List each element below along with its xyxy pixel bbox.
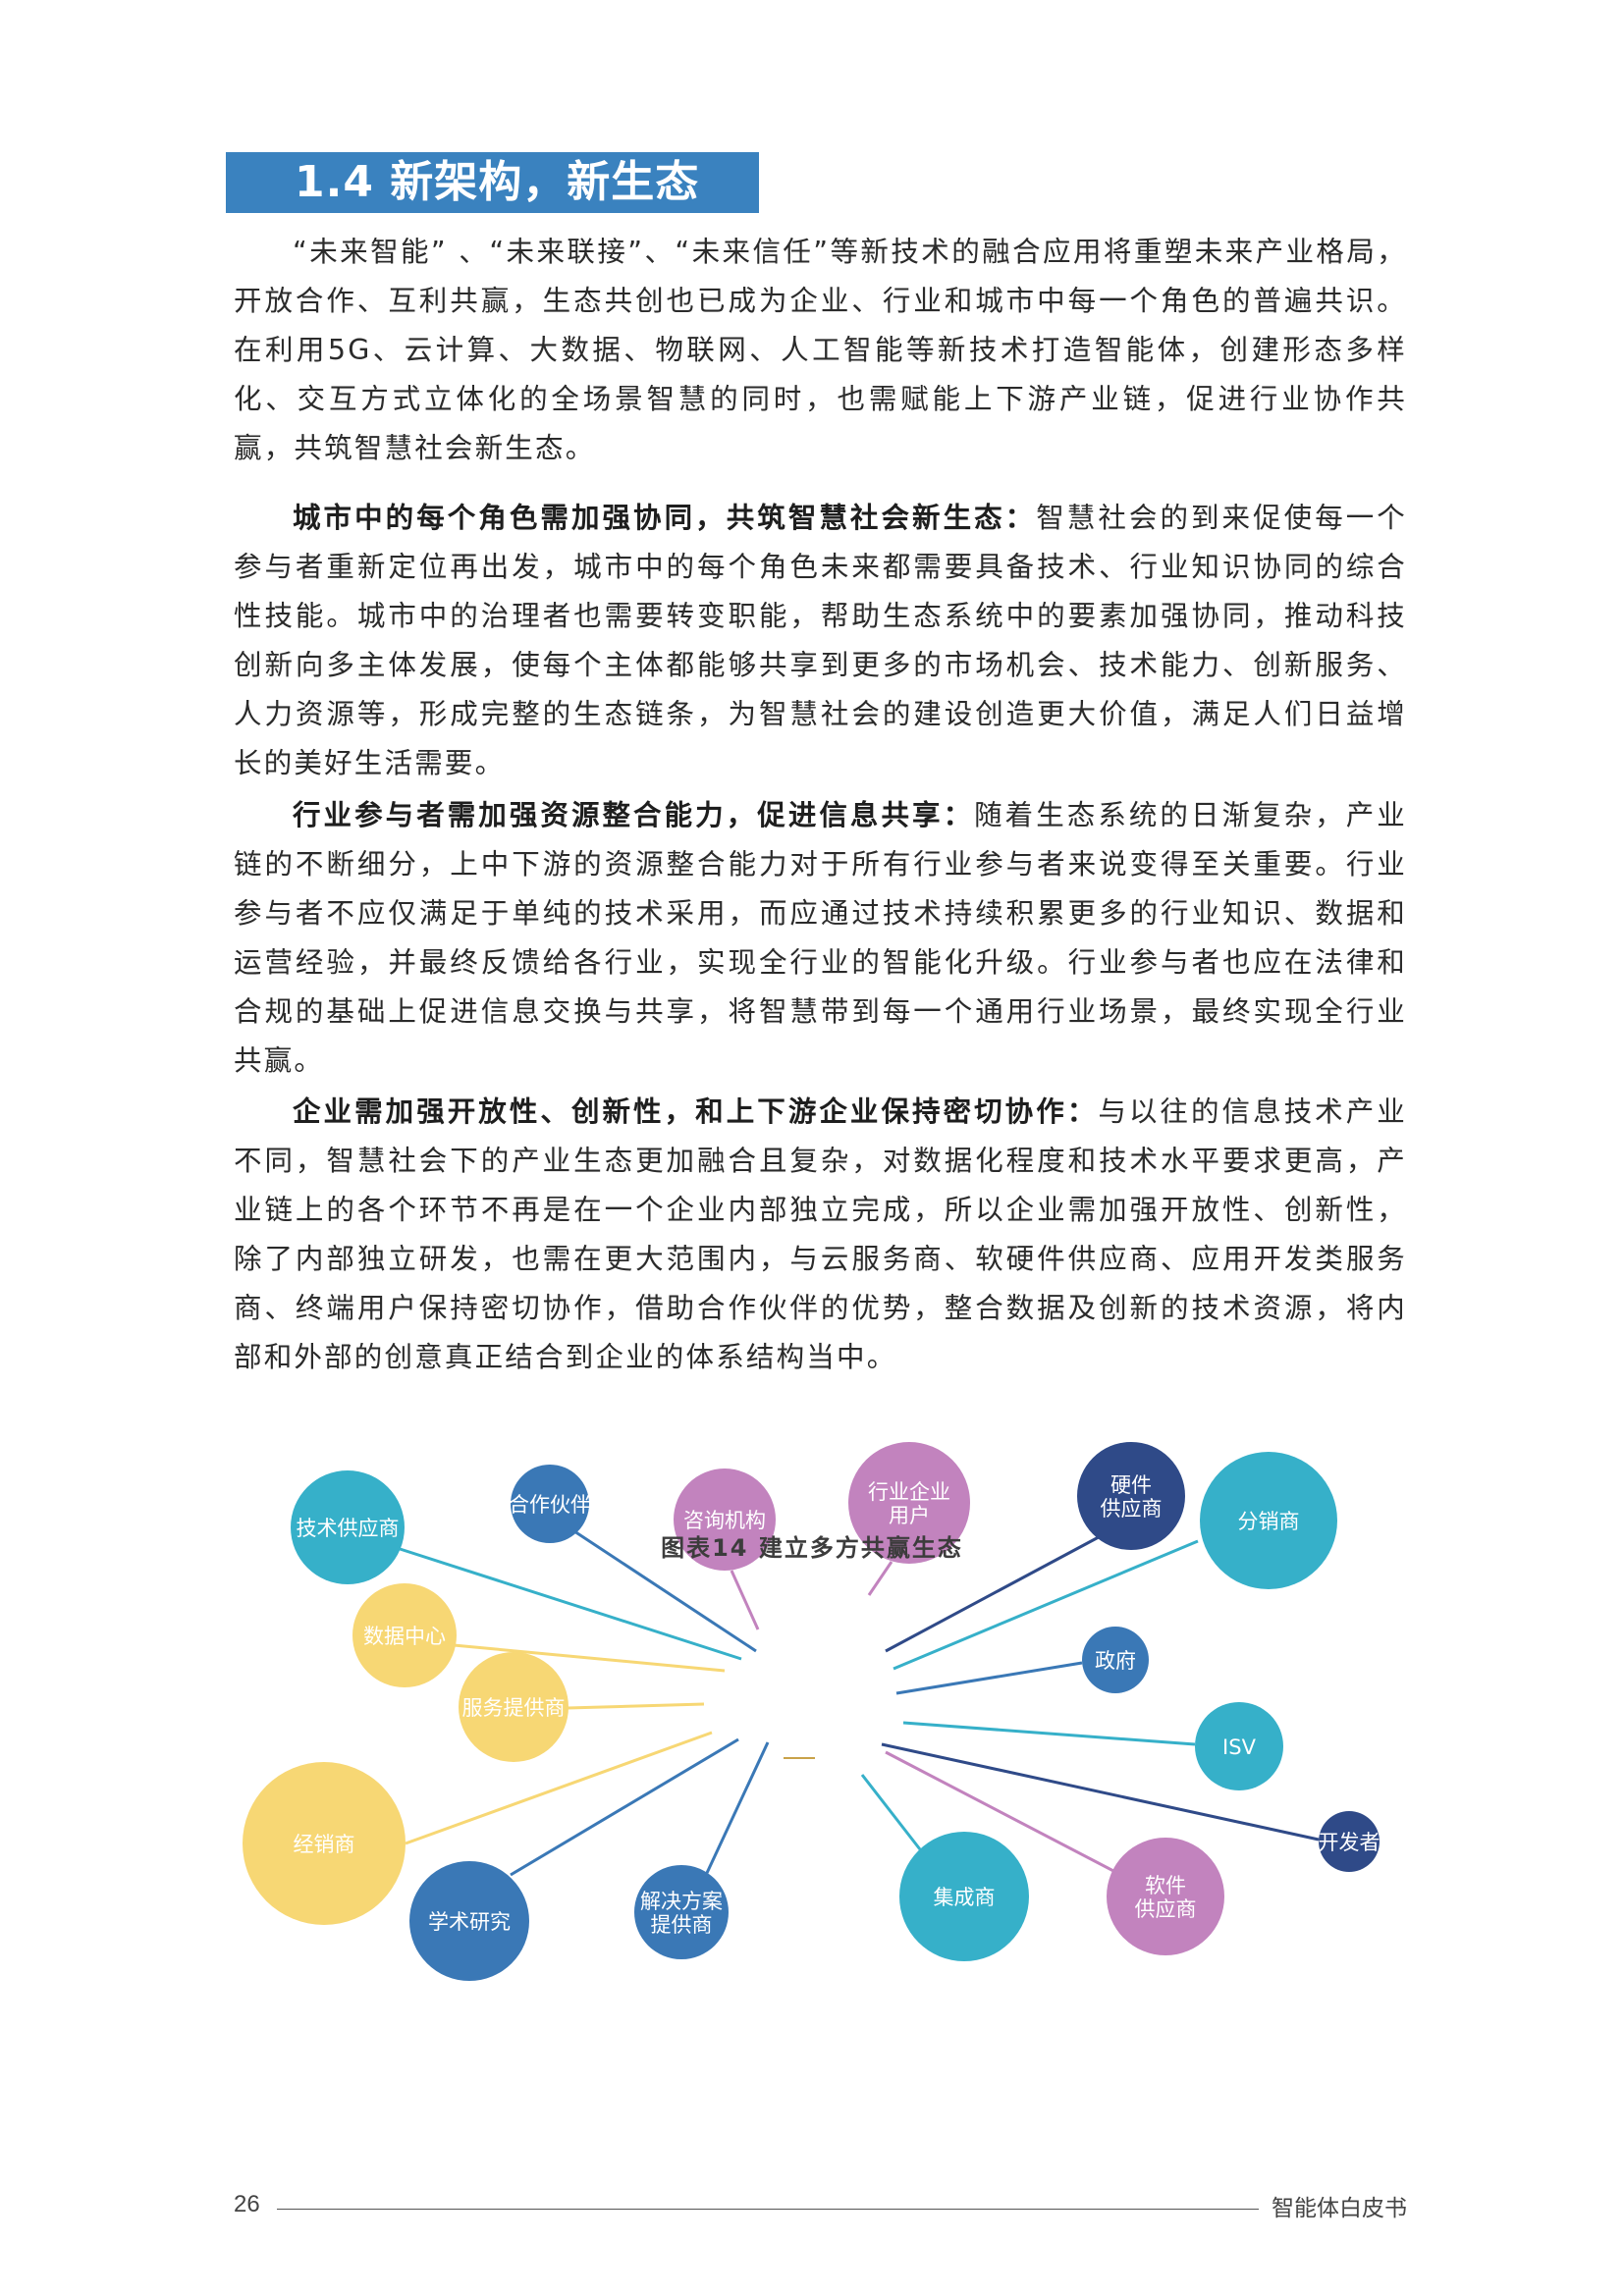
paragraph-lead: 行业参与者需加强资源整合能力，促进信息共享： — [293, 799, 975, 831]
node-circle-consulting — [674, 1468, 776, 1571]
node-label-partner: 合作伙伴 — [509, 1493, 591, 1517]
paragraph-text: “未来智能” 、“未来联接”、“未来信任”等新技术的融合应用将重塑未来产业格局，… — [234, 236, 1407, 464]
node-circle-partner — [511, 1465, 589, 1543]
paragraph-enterprises: 企业需加强开放性、创新性，和上下游企业保持密切协作：与以往的信息技术产业不同，智… — [234, 1088, 1407, 1382]
node-circle-government — [1082, 1627, 1149, 1693]
connector-isv — [902, 1721, 1196, 1746]
paragraph-industry-participants: 行业参与者需加强资源整合能力，促进信息共享：随着生态系统的日渐复杂，产业链的不断… — [234, 791, 1407, 1086]
node-label-data_center: 数据中心 — [363, 1625, 446, 1648]
node-label-solution_provider: 提供商 — [651, 1913, 713, 1937]
connector-industry_user — [867, 1561, 893, 1596]
node-label-distributor: 分销商 — [1238, 1510, 1300, 1533]
node-service_provider: 服务提供商 — [459, 1652, 568, 1762]
paragraph-text: 与以往的信息技术产业不同，智慧社会下的产业生态更加融合且复杂，对数据化程度和技术… — [234, 1095, 1407, 1373]
node-isv: ISV — [1195, 1702, 1283, 1790]
node-label-academic: 学术研究 — [428, 1910, 511, 1934]
node-circle-software_supplier — [1107, 1838, 1224, 1955]
connector-integrator — [860, 1774, 922, 1850]
node-integrator: 集成商 — [899, 1832, 1029, 1961]
node-label-tech_supplier: 技术供应商 — [297, 1517, 400, 1540]
node-circle-developer — [1319, 1811, 1380, 1872]
connector-partner — [570, 1527, 757, 1653]
paragraph-city-roles: 城市中的每个角色需加强协同，共筑智慧社会新生态：智慧社会的到来促使每一个参与者重… — [234, 494, 1407, 788]
node-label-service_provider: 服务提供商 — [462, 1696, 566, 1720]
node-circle-service_provider — [459, 1652, 568, 1762]
node-circle-academic — [409, 1861, 529, 1981]
connector-hardware_supplier — [885, 1529, 1110, 1653]
node-label-hardware_supplier: 硬件 — [1110, 1473, 1152, 1497]
node-label-solution_provider: 解决方案 — [640, 1890, 723, 1913]
node-circle-solution_provider — [634, 1865, 729, 1959]
paragraph-intro: “未来智能” 、“未来联接”、“未来信任”等新技术的融合应用将重塑未来产业格局，… — [234, 228, 1407, 473]
connector-developer — [881, 1742, 1320, 1842]
connector-consulting — [730, 1570, 760, 1630]
footer-book-title: 智能体白皮书 — [1272, 2196, 1407, 2221]
connector-software_supplier — [885, 1750, 1116, 1874]
connector-dealer — [405, 1731, 713, 1845]
paragraph-text: 随着生态系统的日渐复杂，产业链的不断细分，上中下游的资源整合能力对于所有行业参与… — [234, 799, 1407, 1077]
node-developer: 开发者 — [1319, 1811, 1380, 1872]
node-circle-isv — [1195, 1702, 1283, 1790]
page-number: 26 — [234, 2191, 260, 2217]
node-label-software_supplier: 供应商 — [1135, 1897, 1197, 1921]
node-partner: 合作伙伴 — [509, 1465, 591, 1543]
footer-rule — [277, 2209, 1259, 2210]
node-label-government: 政府 — [1095, 1649, 1136, 1673]
node-label-integrator: 集成商 — [934, 1886, 996, 1909]
node-label-hardware_supplier: 供应商 — [1101, 1497, 1163, 1521]
node-circle-tech_supplier — [291, 1470, 405, 1584]
node-label-industry_user: 用户 — [889, 1504, 930, 1527]
connector-academic — [510, 1737, 739, 1877]
node-circle-distributor — [1200, 1452, 1337, 1589]
connector-data_center — [453, 1643, 726, 1673]
connector-solution_provider — [705, 1741, 770, 1874]
connector-government — [895, 1661, 1083, 1695]
node-label-software_supplier: 软件 — [1145, 1874, 1186, 1897]
node-circle-data_center — [352, 1583, 457, 1687]
figure-caption: 图表14 建立多方共赢生态 — [0, 1528, 1624, 1563]
connector-service_provider — [567, 1702, 705, 1710]
connector-distributor — [893, 1539, 1199, 1671]
paragraph-lead: 城市中的每个角色需加强协同，共筑智慧社会新生态： — [293, 502, 1037, 534]
node-label-dealer: 经销商 — [294, 1833, 355, 1856]
node-academic: 学术研究 — [409, 1861, 529, 1981]
node-label-consulting: 咨询机构 — [683, 1509, 766, 1532]
node-consulting: 咨询机构 — [674, 1468, 776, 1571]
node-circle-industry_user — [848, 1442, 970, 1564]
node-circle-dealer — [243, 1762, 406, 1925]
node-government: 政府 — [1082, 1627, 1149, 1693]
node-data_center: 数据中心 — [352, 1583, 457, 1687]
connector-tech_supplier — [390, 1544, 742, 1661]
node-tech_supplier: 技术供应商 — [291, 1470, 405, 1584]
node-distributor: 分销商 — [1200, 1452, 1337, 1589]
paragraph-lead: 企业需加强开放性、创新性，和上下游企业保持密切协作： — [293, 1095, 1099, 1128]
section-title: 1.4 新架构，新生态 — [226, 152, 759, 213]
ecosystem-diagram-canvas: 技术供应商合作伙伴咨询机构行业企业用户硬件供应商分销商数据中心政府服务提供商IS… — [243, 1442, 1380, 1981]
ecosystem-diagram: 技术供应商 合作伙伴 咨询机构 行业企业 用户 硬件 供应商 分销商 数据中心 政府 服务提供商 IS… — [226, 1414, 1404, 1993]
node-circle-integrator — [899, 1832, 1029, 1961]
node-dealer: 经销商 — [243, 1762, 406, 1925]
node-label-isv: ISV — [1222, 1735, 1257, 1759]
figure-caption-text: 图表14 建立多方共赢生态 — [661, 1534, 963, 1562]
node-hardware_supplier: 硬件供应商 — [1077, 1442, 1185, 1550]
paragraph-text: 智慧社会的到来促使每一个参与者重新定位再出发，城市中的每个角色未来都需要具备技术… — [234, 502, 1407, 779]
node-circle-hardware_supplier — [1077, 1442, 1185, 1550]
node-label-developer: 开发者 — [1319, 1831, 1380, 1854]
node-label-industry_user: 行业企业 — [868, 1480, 950, 1504]
